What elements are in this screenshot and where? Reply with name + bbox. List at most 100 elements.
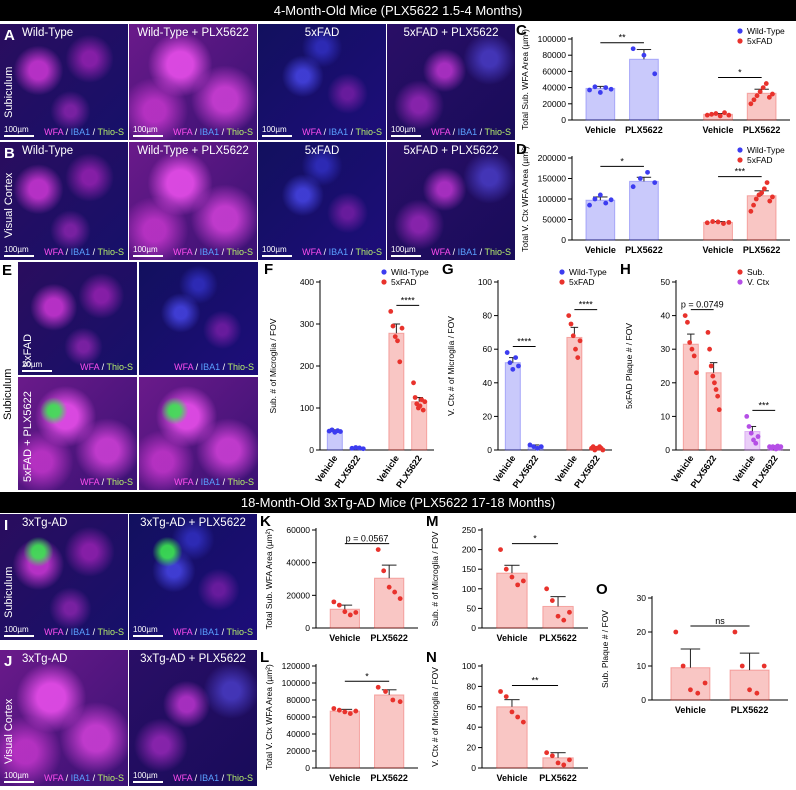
data-point (520, 578, 526, 584)
stain-name: WFA (302, 247, 322, 257)
stain-separator: / (219, 247, 227, 257)
microscopy-image: Wild-Type B Visual Cortex 100µm WFA / IBA1 /… (0, 142, 128, 260)
scale-label: 100µm (262, 125, 287, 134)
x-tick-label: PLX5622 (731, 705, 769, 715)
data-point (757, 89, 763, 95)
stain-name: Thio-S (106, 477, 133, 487)
y-tick-label: 80000 (286, 695, 310, 705)
y-tick-label: 50000 (542, 215, 566, 225)
legend-marker (559, 269, 565, 275)
significance-label: * (365, 671, 369, 681)
scale-bar (391, 135, 421, 137)
bar-chart: NV. Ctx # of Microglia / FOV 0 20 40 60 80 100… (426, 650, 588, 783)
data-point (709, 111, 714, 117)
stain-name: IBA1 (70, 127, 91, 137)
stain-separator: / (348, 247, 356, 257)
stain-name: IBA1 (457, 127, 478, 137)
data-point (712, 380, 717, 386)
data-point (600, 447, 606, 453)
stain-legend: WFA / IBA1 / Thio-S (44, 247, 124, 257)
data-point (342, 709, 348, 715)
data-point (383, 689, 388, 694)
data-point (561, 762, 567, 768)
stain-name: WFA (173, 247, 193, 257)
stain-name: WFA (80, 477, 100, 487)
stain-separator: / (321, 127, 329, 137)
stain-name: IBA1 (200, 477, 221, 487)
scale-bar-group: 100µm (4, 625, 34, 637)
stain-separator: / (219, 627, 227, 637)
y-tick-label: 100000 (538, 194, 567, 204)
scale-label: 100µm (133, 245, 158, 254)
data-point (704, 220, 710, 226)
stain-name: WFA (174, 362, 194, 372)
legend-label: Wild-Type (747, 26, 785, 36)
y-tick-label: 20 (467, 743, 477, 753)
y-tick-label: 40 (483, 378, 493, 388)
y-tick-label: 150 (462, 564, 476, 574)
data-point (767, 198, 773, 204)
data-point (507, 360, 513, 366)
x-tick-label: Vehicle (585, 245, 616, 255)
data-point (575, 355, 581, 360)
stain-legend: WFA / IBA1 / Thio-S (44, 627, 124, 637)
y-axis-label: Sub. # of Microglia / FOV (268, 318, 278, 413)
legend-label: Wild-Type (747, 145, 785, 155)
significance-label: **** (401, 295, 416, 305)
scale-bar (391, 255, 421, 257)
data-point (392, 589, 398, 595)
y-tick-label: 80 (467, 681, 477, 691)
data-point (710, 373, 716, 379)
data-point (747, 687, 752, 693)
scale-label: 100µm (133, 125, 158, 134)
data-point (555, 613, 561, 619)
data-point (702, 680, 708, 686)
data-point (566, 313, 572, 318)
x-tick-label: Vehicle (329, 633, 360, 643)
y-tick-label: 20000 (286, 590, 310, 600)
scale-bar-group: 100µm (133, 625, 163, 637)
y-axis-label: 5xFAD Plaque # / FOV (624, 323, 634, 409)
data-point (544, 586, 550, 592)
data-point (687, 340, 693, 345)
data-point (342, 609, 348, 615)
legend-label: Wild-Type (391, 267, 429, 277)
data-point (759, 190, 765, 196)
scale-bar-group: 100µm (133, 125, 163, 137)
stain-name: Thio-S (226, 127, 253, 137)
image-label: Wild-Type (22, 27, 74, 39)
stain-name: WFA (431, 127, 451, 137)
x-tick-label: Vehicle (329, 773, 360, 783)
y-tick-label: 200 (300, 361, 314, 371)
stain-separator: / (348, 127, 356, 137)
data-point (561, 617, 567, 623)
significance-label: * (738, 68, 742, 78)
scale-bar (133, 635, 163, 637)
stain-name: IBA1 (70, 247, 91, 257)
region-label: Subiculum (3, 566, 15, 618)
data-point (412, 395, 418, 400)
scale-bar-group: 20µm (22, 360, 52, 372)
data-point (397, 699, 403, 705)
data-point (746, 424, 752, 429)
y-tick-label: 0 (561, 115, 566, 125)
image-label: 3xTg-AD + PLX5622 (140, 517, 246, 529)
region-label: Subiculum (3, 66, 15, 118)
data-point (694, 370, 699, 376)
y-tick-label: 80000 (542, 50, 566, 60)
scale-bar-group: 100µm (391, 125, 421, 137)
image-label: 5xFAD (304, 145, 340, 157)
scale-label: 100µm (4, 125, 29, 134)
microscopy-image: 3xTg-AD + PLX5622 100µm WFA / IBA1 / Thio-… (129, 650, 257, 786)
panel-letter: G (442, 262, 454, 278)
panel-letter: I (4, 517, 9, 534)
region-label: Visual Cortex (3, 172, 15, 238)
data-point (520, 719, 526, 725)
data-point (498, 689, 503, 694)
microscopy-image: Wild-Type A Subiculum 100µm WFA / IBA1 / Thi… (0, 24, 128, 140)
y-tick-label: 0 (665, 445, 670, 455)
data-point (726, 219, 732, 225)
data-point (422, 399, 428, 405)
x-tick-label: PLX5622 (743, 125, 781, 135)
stain-legend: WFA / IBA1 / Thio-S (173, 627, 253, 637)
